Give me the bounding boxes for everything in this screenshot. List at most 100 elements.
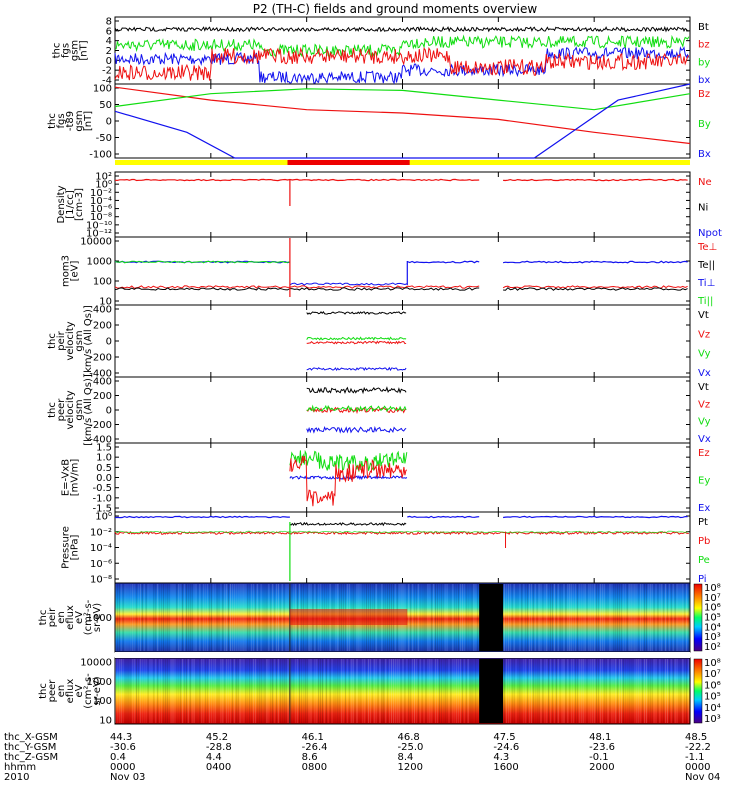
spec-texture — [161, 659, 162, 723]
spec-texture — [352, 659, 354, 723]
x-axis-date: Nov 03 — [110, 772, 145, 783]
spec-texture — [185, 584, 187, 651]
legend-t89-0: Bz — [698, 89, 710, 100]
spec-texture — [580, 584, 582, 651]
spec-texture — [274, 584, 276, 651]
trace-temp-mid — [289, 282, 408, 286]
spec-texture — [172, 659, 174, 723]
spec-texture — [170, 659, 172, 723]
spec-texture — [138, 659, 139, 723]
spec-texture — [258, 659, 260, 723]
trace-p-pi — [114, 515, 290, 519]
spec-texture — [231, 584, 233, 651]
spec-texture — [534, 659, 536, 723]
spec-texture — [162, 659, 164, 723]
y-label-efield: E=-VxB[mV/m] — [61, 459, 81, 497]
spec-texture — [423, 584, 425, 651]
spec-texture — [632, 659, 634, 723]
spec-texture — [205, 584, 207, 651]
spec-texture — [318, 659, 320, 723]
spec-texture — [461, 659, 463, 723]
spec-texture — [391, 659, 392, 723]
spec-texture — [208, 584, 210, 651]
spec-texture — [684, 584, 686, 651]
region-bar-red — [287, 160, 410, 165]
spec-texture — [247, 659, 249, 723]
spec-texture — [197, 584, 199, 651]
spec-texture — [308, 659, 310, 723]
spec-texture — [322, 659, 323, 723]
spec-texture — [230, 584, 231, 651]
spec-texture — [272, 659, 274, 723]
spec-texture — [690, 659, 691, 723]
spec-texture — [571, 584, 573, 651]
spec-texture — [475, 659, 477, 723]
x-axis-y-value: -28.8 — [206, 742, 232, 753]
spec-texture — [410, 584, 412, 651]
spec-texture — [306, 659, 308, 723]
spec-texture — [444, 659, 446, 723]
spec-texture — [511, 584, 513, 651]
spec-texture — [511, 659, 513, 723]
trace-fgs-2 — [114, 46, 690, 81]
trace-p-pi-2 — [407, 515, 480, 519]
spec-texture — [596, 584, 598, 651]
y-label-line: eV — [74, 684, 85, 697]
trace-vel-4-Vt — [306, 310, 407, 315]
legend-density-2: Npot — [698, 228, 722, 239]
spec-texture — [686, 584, 688, 651]
spec-texture — [515, 584, 517, 651]
x-axis-x-value: 48.5 — [685, 732, 707, 743]
spec-texture — [678, 584, 680, 651]
spec-texture — [557, 659, 559, 723]
x-axis-row-label: thc_X-GSM — [4, 732, 58, 743]
spec-texture — [369, 659, 371, 723]
spec-texture — [634, 659, 636, 723]
spec-texture — [630, 659, 632, 723]
spec-texture — [454, 584, 456, 651]
y-label-line: peir — [56, 330, 67, 350]
spec-texture — [368, 659, 369, 723]
spec-texture — [385, 659, 387, 723]
spec-texture — [258, 584, 260, 651]
spec-texture — [634, 584, 636, 651]
spec-texture — [195, 584, 197, 651]
spec-texture — [373, 659, 375, 723]
spec-texture — [118, 584, 120, 651]
y-label-line: [mV/m] — [70, 459, 81, 497]
x-axis-y-value: -23.6 — [589, 742, 615, 753]
x-axis-x-value: 46.8 — [398, 732, 420, 743]
spec-texture — [460, 659, 461, 723]
spec-texture — [228, 584, 230, 651]
spec-texture — [285, 659, 287, 723]
spec-texture — [412, 584, 414, 651]
spec-texture — [603, 659, 605, 723]
spec-texture — [262, 584, 264, 651]
trace-vel-5-Vx — [306, 425, 407, 434]
spec-texture — [276, 584, 277, 651]
y-label-pressure: Pressure[nPa] — [61, 526, 81, 569]
y-label-line: eflux — [65, 605, 76, 630]
spec-texture — [419, 584, 421, 651]
x-axis-row-label: thc_Y-GSM — [4, 742, 56, 753]
spec-texture — [345, 659, 346, 723]
spec-texture — [576, 584, 578, 651]
y-label-line: [eV] — [70, 261, 81, 282]
spec-texture — [143, 584, 145, 651]
spec-texture — [162, 584, 164, 651]
trace-vel-5-Vy — [306, 404, 407, 413]
spec-texture — [251, 584, 253, 651]
spec-texture — [168, 659, 170, 723]
y-tick-label: 10⁻⁸ — [90, 212, 112, 223]
spec-texture — [565, 584, 567, 651]
trace-temp-te-2 — [502, 285, 688, 289]
spec-texture — [688, 659, 690, 723]
trace-e-ez — [289, 455, 408, 507]
legend-pressure-1: Pb — [698, 536, 710, 547]
spec-texture — [578, 659, 580, 723]
spec-texture — [371, 659, 373, 723]
spec-texture — [592, 584, 594, 651]
x-axis-z-value: -0.1 — [589, 752, 609, 763]
spec-texture — [617, 584, 619, 651]
spec-texture — [300, 659, 302, 723]
